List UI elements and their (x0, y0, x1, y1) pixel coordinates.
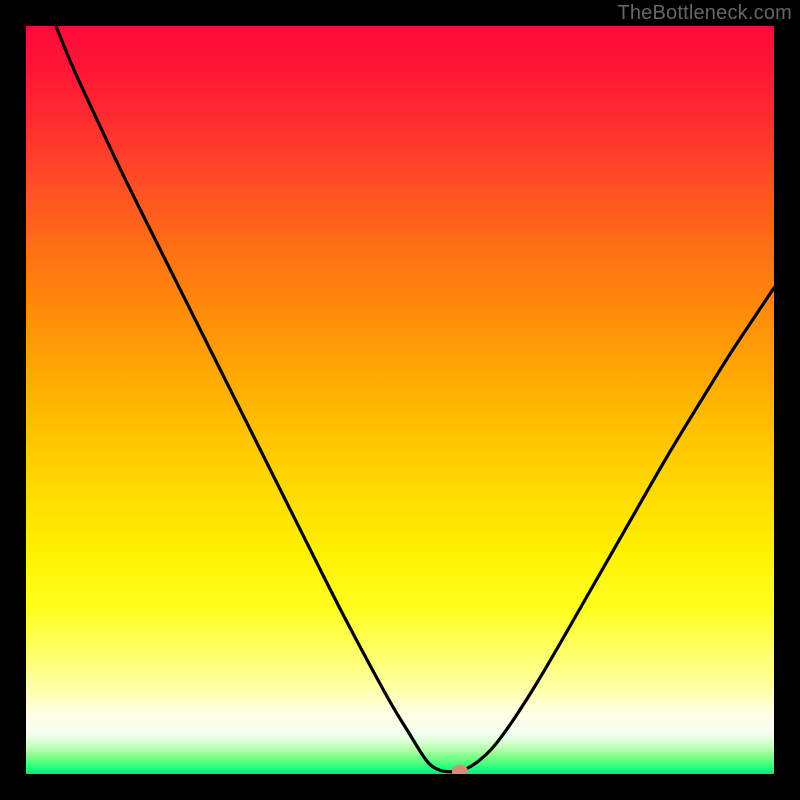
bottleneck-chart-svg (0, 0, 800, 800)
chart-container: TheBottleneck.com (0, 0, 800, 800)
chart-gradient-background (26, 26, 774, 774)
watermark-text: TheBottleneck.com (617, 2, 792, 25)
